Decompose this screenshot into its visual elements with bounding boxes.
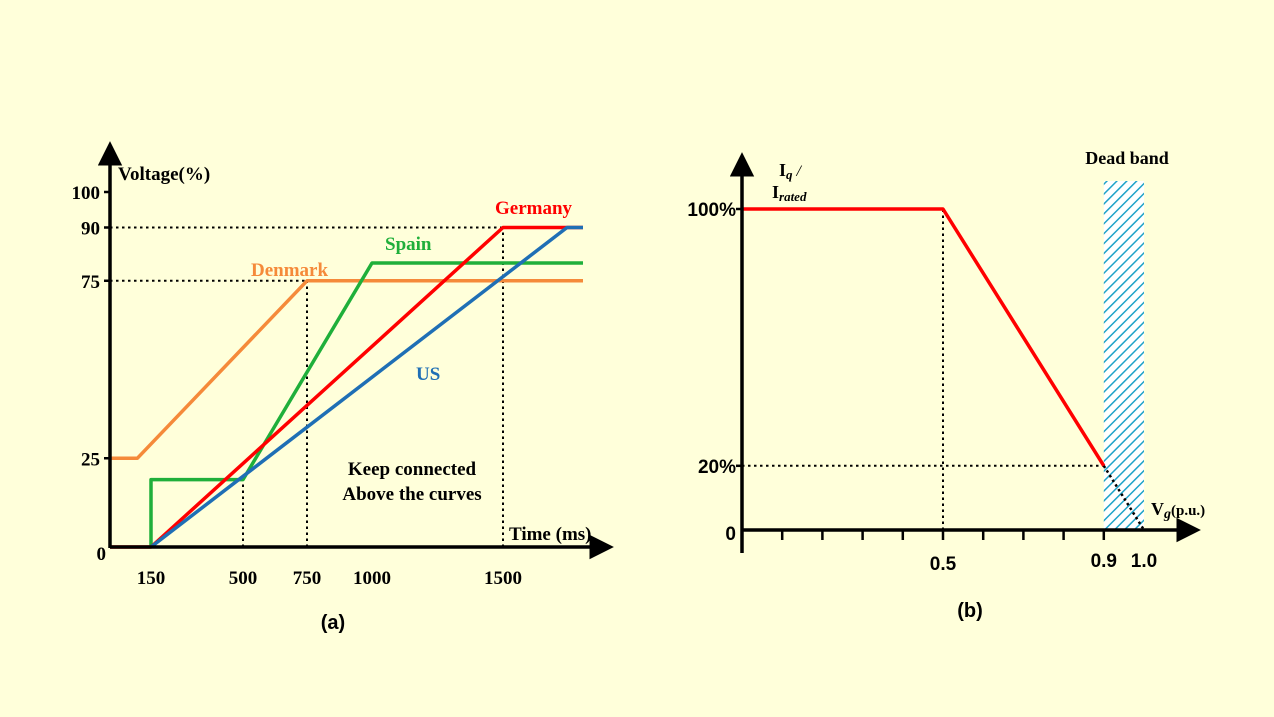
chart-a-y-tick-label: 25 (81, 449, 100, 470)
chart-b-x-label-main: V (1151, 499, 1164, 519)
chart-a-legend-spain: Spain (385, 234, 432, 255)
chart-a-legend-us: US (416, 364, 440, 385)
chart-a-x-tick-label: 1500 (484, 568, 522, 589)
chart-b-x-tick-labels: 0.5 0.9 1.0 (930, 551, 1157, 575)
chart-a-x-axis-label: Time (ms) (509, 524, 592, 545)
chart-b-x-tick-label: 0.5 (930, 554, 957, 575)
chart-b-series (742, 207, 1146, 531)
chart-a-x-tick-label: 150 (137, 568, 166, 589)
series-spain (149, 261, 583, 547)
chart-b-y-label-sub: q (786, 167, 793, 182)
chart-a-y-tick-label: 90 (81, 219, 100, 240)
chart-b-x-tick-label: 0.9 (1091, 551, 1117, 572)
chart-b-y-axis-label-line-1: Iq / (779, 160, 803, 182)
chart-a-x-tick-labels: 150 500 750 1000 1500 (137, 568, 522, 589)
series-us (149, 225, 583, 549)
chart-b-y-label2-sub: rated (779, 189, 807, 204)
chart-b-dead-band (1103, 181, 1144, 530)
chart-a-y-ticks (104, 190, 110, 460)
series-iq-dotted-segment (1102, 465, 1146, 531)
chart-a-x-tick-label: 1000 (353, 568, 391, 589)
chart-b: 0.5 0.9 1.0 100%20%0 Iq / Irated Vg(p.u.) … (687, 148, 1205, 622)
chart-b-y-label-sep: / (793, 163, 803, 180)
chart-a-annotation-line-1: Keep connected (348, 459, 477, 480)
chart-a-legend-germany: Germany (495, 198, 573, 219)
chart-b-panel-label: (b) (957, 600, 983, 622)
chart-a-y-tick-label: 75 (81, 272, 100, 293)
chart-b-x-ticks (780, 530, 1106, 540)
chart-b-y-tick-label: 20% (698, 457, 736, 478)
chart-a-y-tick-labels: 0 25 75 90 100 (72, 183, 107, 565)
chart-a-y-tick-label: 0 (97, 544, 107, 565)
chart-b-y-axis-label-line-2: Irated (772, 182, 807, 204)
chart-b-y-label-main: I (779, 160, 786, 180)
chart-b-x-axis-label: Vg(p.u.) (1151, 499, 1205, 522)
chart-a-y-axis-label: Voltage(%) (118, 164, 210, 185)
chart-b-x-tick-label: 1.0 (1131, 551, 1157, 572)
chart-a-y-tick-label: 100 (72, 183, 101, 204)
series-iq-curve (742, 207, 1106, 467)
chart-b-y-tick-labels: 100% 20% 0 (687, 200, 736, 545)
chart-a-x-tick-label: 750 (293, 568, 322, 589)
chart-b-x-label-rest: (p.u.) (1171, 503, 1205, 519)
chart-b-y-label2-main: I (772, 182, 779, 202)
chart-b-x-label-sub: g (1163, 507, 1171, 522)
chart-a-panel-label: (a) (321, 612, 345, 634)
chart-b-y-tick-label: 0 (725, 524, 736, 545)
chart-b-dead-band-label: Dead band (1085, 148, 1169, 168)
chart-b-y-tick-label: 100% (687, 200, 736, 221)
chart-b-y-ticks (736, 207, 742, 468)
chart-b-reference-lines (742, 209, 1104, 530)
chart-a-legend-denmark: Denmark (251, 260, 328, 281)
chart-a-annotation-line-2: Above the curves (342, 484, 481, 505)
chart-a-x-tick-label: 500 (229, 568, 258, 589)
